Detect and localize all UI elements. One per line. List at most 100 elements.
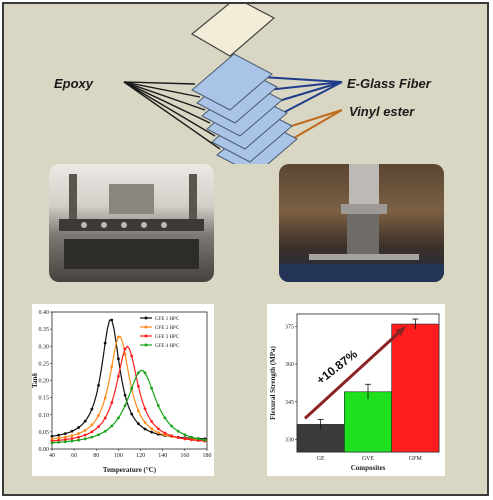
mold-photo (49, 164, 214, 282)
bar (391, 323, 440, 453)
series-point (103, 416, 107, 420)
series-point (163, 433, 167, 437)
glass-fiber-line (276, 81, 343, 117)
y-tick-label: 0.35 (39, 327, 50, 333)
x-tick-label: 100 (114, 453, 123, 459)
series-point (123, 347, 127, 351)
epoxy-label: Epoxy (54, 76, 94, 91)
legend-label: GFE 4 HPC (155, 344, 180, 349)
series-point (57, 440, 61, 444)
series-point (123, 352, 127, 356)
y-axis-label: Tanδ (32, 373, 39, 388)
series-point (117, 374, 120, 378)
series-point (150, 427, 154, 431)
series-point (97, 384, 100, 387)
vinyl-ester-label: Vinyl ester (349, 104, 415, 119)
y-tick-label: 0.40 (39, 310, 50, 316)
series-point (156, 427, 160, 431)
y-tick-label: 345 (285, 400, 294, 406)
series-point (63, 432, 67, 436)
series-point (156, 431, 160, 435)
series-point (103, 429, 107, 433)
y-tick-label: 330 (285, 437, 294, 443)
series-point (136, 422, 140, 426)
series-point (123, 393, 127, 397)
legend-marker (144, 343, 148, 347)
series-point (50, 434, 54, 438)
fixture-drawing (279, 164, 444, 282)
series-point (90, 423, 94, 427)
series-point (150, 430, 154, 434)
epoxy-line (123, 81, 216, 137)
series-point (50, 441, 54, 445)
x-tick-label: 120 (136, 453, 145, 459)
series-point (77, 432, 80, 435)
series-point (136, 409, 140, 413)
series-point (190, 438, 193, 442)
x-tick-label: 140 (158, 453, 167, 459)
series-point (63, 440, 67, 444)
series-point (117, 335, 120, 339)
y-tick-label: 0.30 (39, 344, 50, 350)
series-point (77, 426, 80, 429)
series-point (63, 438, 67, 441)
bar (344, 391, 392, 453)
arrow-head (395, 325, 407, 337)
series-point (83, 433, 87, 437)
series-point (70, 439, 74, 443)
series-point (143, 427, 147, 431)
series-point (83, 437, 87, 441)
laminate-ply (191, 53, 273, 111)
series-point (176, 429, 180, 433)
series-point (136, 371, 140, 375)
figure-frame: Epoxy E-Glass Fiber Vinyl ester 40 60 80 10… (2, 2, 489, 496)
mold-drawing (59, 174, 204, 269)
increase-arrow (303, 328, 403, 420)
y-tick-label: 0.05 (39, 430, 50, 436)
series-point (97, 414, 100, 417)
series-point (70, 429, 74, 433)
series-point (156, 404, 160, 407)
epoxy-line (123, 81, 196, 85)
epoxy-line (123, 81, 221, 150)
series-point (143, 420, 147, 424)
y-tick-label: 375 (285, 325, 294, 331)
series-point (117, 357, 120, 361)
annotation-label: +10.87% (314, 347, 360, 388)
legend-marker (144, 316, 148, 320)
legend-label: GFE 2 HPC (155, 326, 180, 331)
y-tick-label: 0.15 (39, 396, 50, 402)
glass-fiber-line (266, 81, 343, 91)
series-line (51, 336, 208, 441)
x-axis-label: Temperature (°C) (103, 466, 157, 474)
x-tick-label: 160 (180, 453, 189, 459)
y-tick-label: 0.10 (39, 413, 50, 419)
series-point (63, 435, 67, 439)
series-point (103, 341, 107, 345)
series-point (97, 433, 100, 437)
series-point (123, 404, 127, 407)
y-axis-label: Flexural Strength (MPa) (269, 345, 277, 419)
flexural-bar-chart: 330 345 360 375 GE GVE GFM Composites Flexural S… (269, 313, 440, 472)
tan-delta-chart: 40 60 80 100 120 140 160 180 0.00 0.05 0.10 0.15 0.2… (31, 310, 212, 474)
series-point (130, 354, 134, 358)
glass-fiber-line (261, 76, 343, 83)
glass-fiber-label: E-Glass Fiber (347, 76, 431, 91)
series-point (203, 438, 207, 442)
tan-delta-chart-panel: 40 60 80 100 120 140 160 180 0.00 0.05 0.10 0.15 0.2… (31, 304, 214, 476)
series-point (143, 407, 147, 411)
top-ply (190, 4, 276, 57)
series-point (70, 434, 74, 438)
legend-label: GFE 1 HPC (155, 317, 180, 322)
series-point (136, 384, 140, 388)
series-point (110, 424, 114, 428)
series-point (183, 433, 187, 437)
y-tick-label: 360 (285, 362, 294, 368)
x-tick-label: 180 (203, 453, 212, 459)
series-point (77, 438, 80, 442)
series-point (110, 401, 114, 404)
series-point (90, 430, 94, 434)
y-tick-label: 0.20 (39, 379, 50, 385)
series-point (97, 425, 100, 429)
series-point (103, 396, 107, 400)
